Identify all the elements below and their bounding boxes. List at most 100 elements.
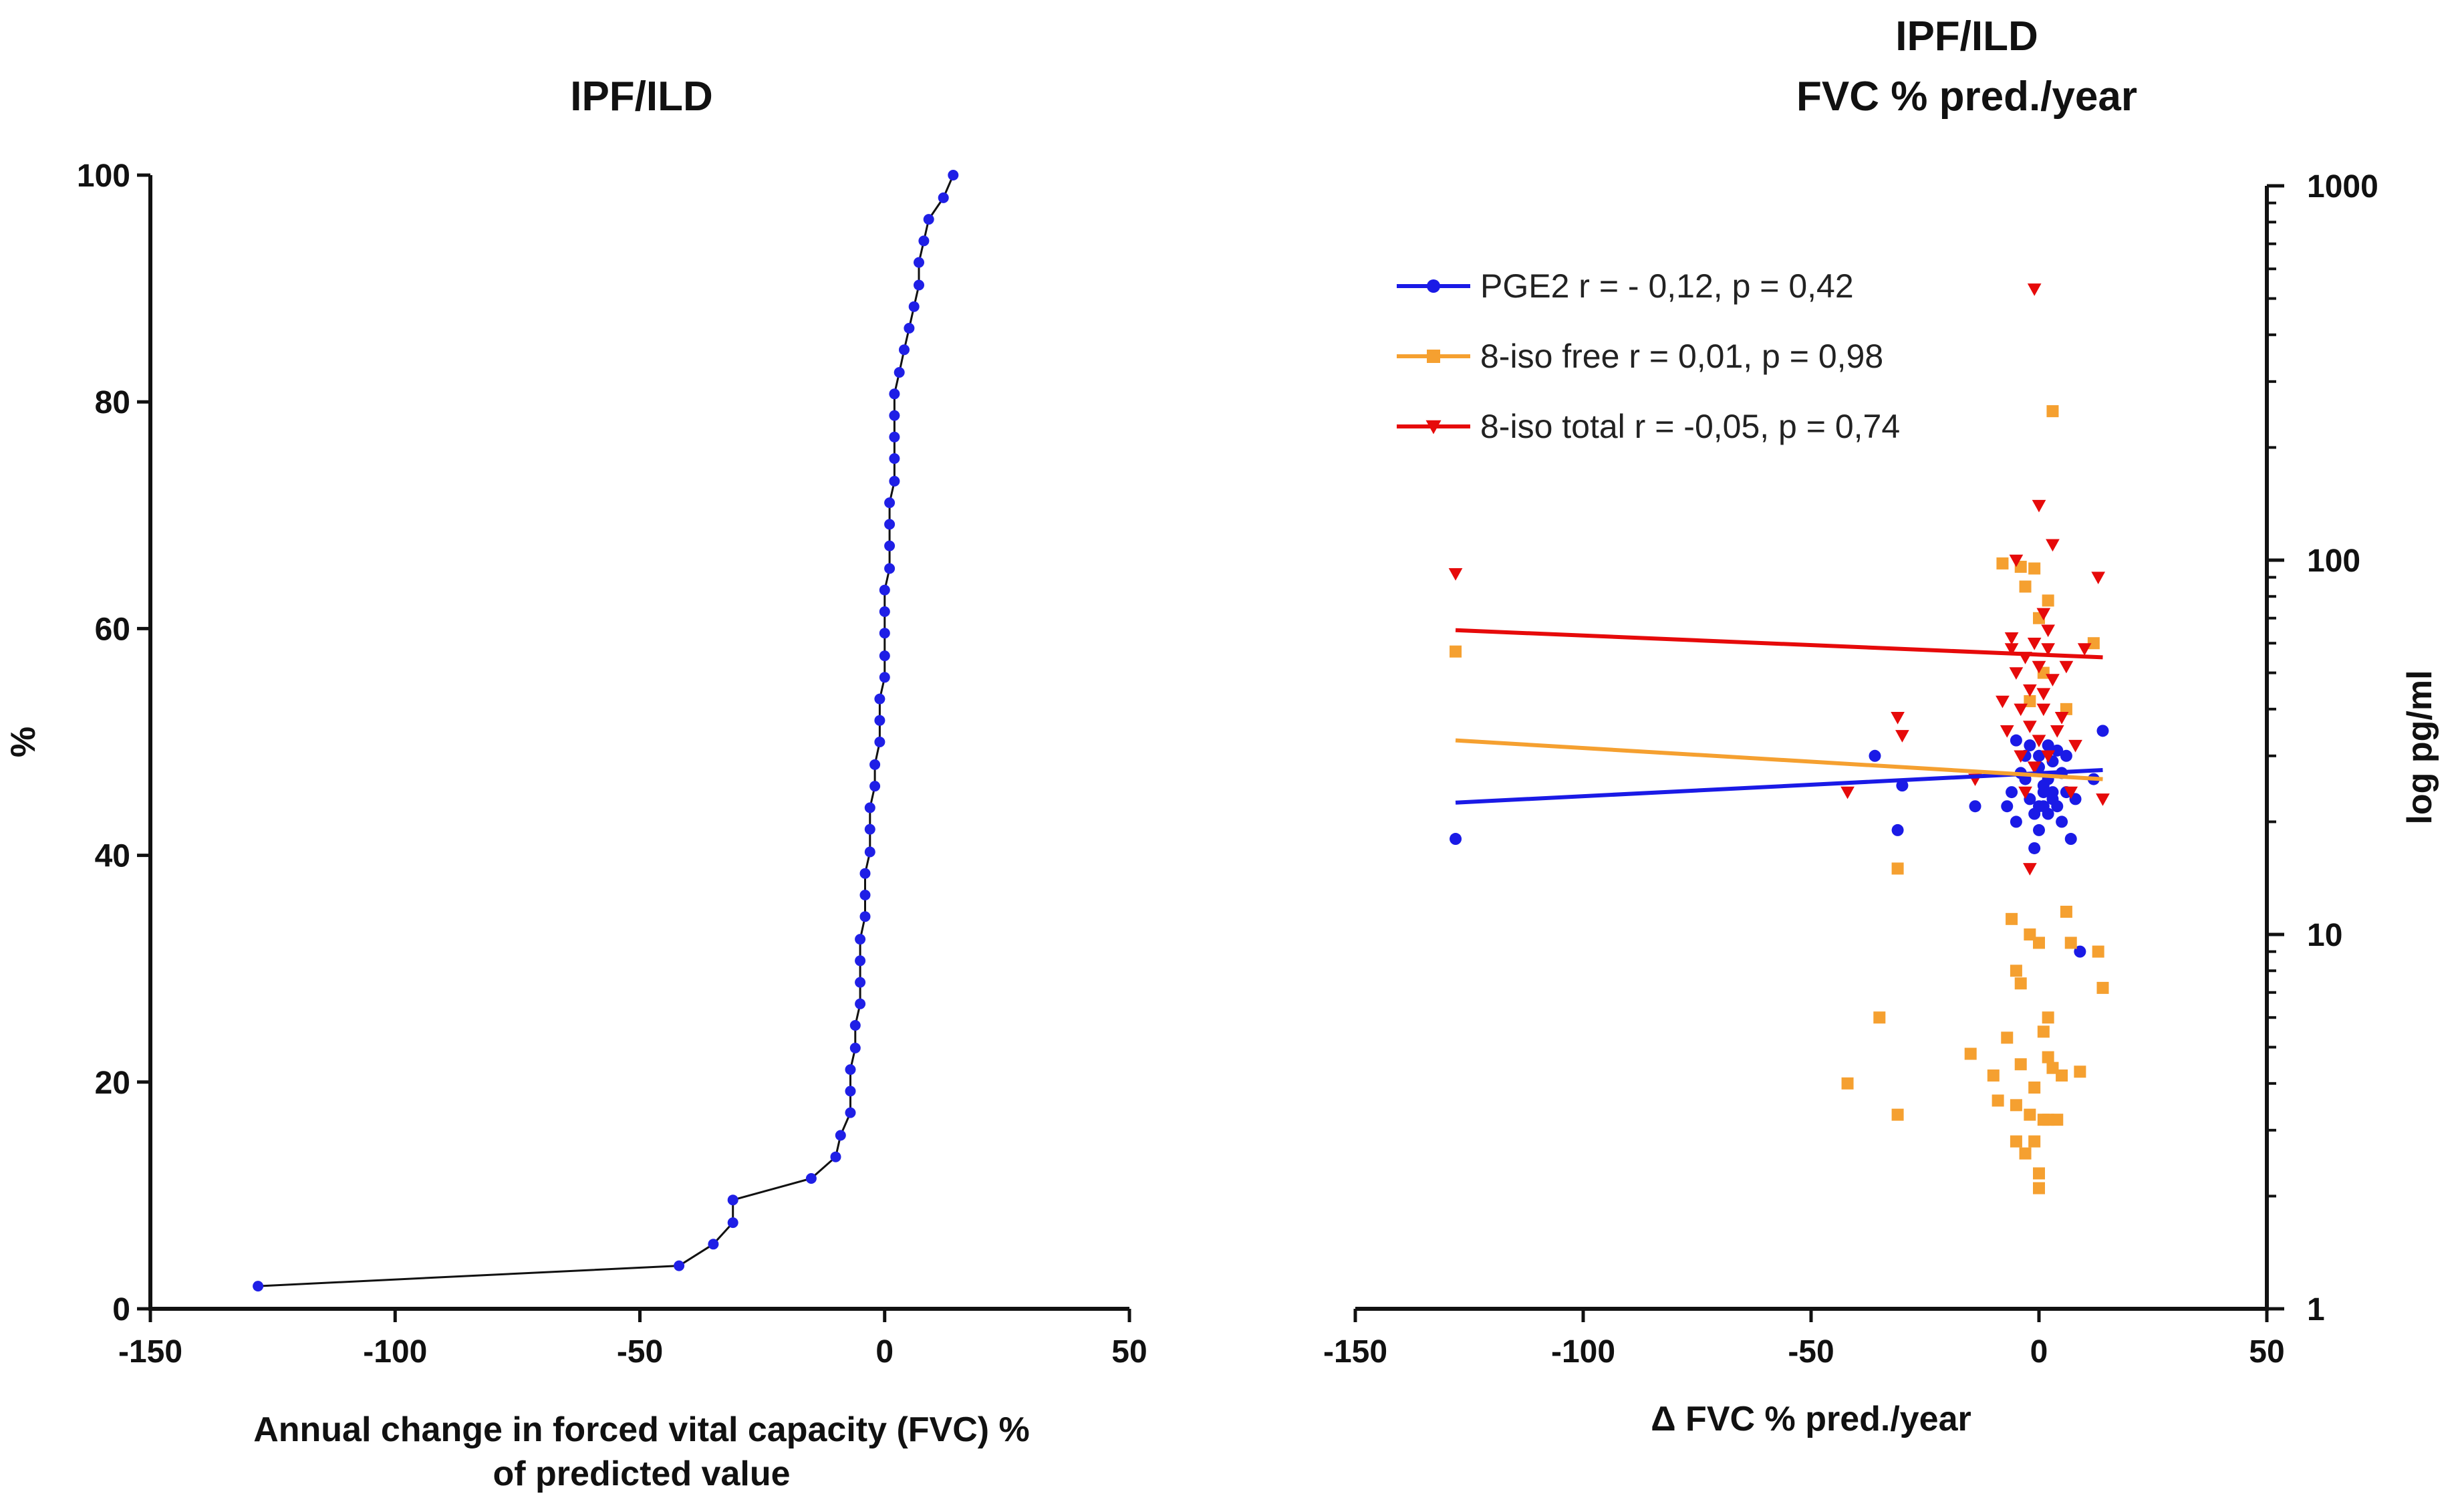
marker-triangle	[2032, 499, 2046, 513]
marker-triangle	[2027, 637, 2042, 650]
data-point	[879, 584, 890, 596]
left-x-tick-label: 50	[1111, 1334, 1147, 1370]
marker-square	[2024, 928, 2036, 940]
marker-circle	[2006, 786, 2018, 799]
data-point	[908, 301, 920, 312]
marker-triangle	[2032, 660, 2046, 674]
marker-circle	[2046, 786, 2059, 799]
marker-square	[2042, 1011, 2054, 1024]
marker-circle	[2051, 800, 2064, 813]
marker-circle	[2096, 725, 2109, 737]
marker-circle	[1869, 749, 1881, 762]
marker-square	[1891, 862, 1904, 875]
data-point	[918, 235, 930, 247]
marker-triangle	[2027, 761, 2042, 774]
left-x-axis-label-line1: Annual change in forced vital capacity (…	[253, 1410, 1030, 1449]
data-point	[830, 1151, 841, 1162]
data-point	[869, 781, 881, 792]
marker-square	[2096, 981, 2109, 994]
data-point	[884, 540, 896, 551]
data-point	[849, 1042, 861, 1053]
marker-square	[2087, 637, 2100, 650]
marker-triangle	[2077, 643, 2092, 656]
marker-circle	[1427, 279, 1440, 293]
data-point	[855, 934, 866, 945]
marker-square	[2028, 1135, 2041, 1148]
right-x-tick-label: -50	[1788, 1334, 1834, 1370]
marker-circle	[1450, 833, 1462, 846]
data-point	[855, 955, 866, 967]
data-point	[864, 802, 875, 813]
marker-triangle	[2041, 624, 2055, 638]
data-point	[859, 868, 871, 879]
marker-triangle	[1996, 695, 2010, 709]
data-point	[914, 257, 924, 268]
data-point	[864, 824, 875, 835]
data-point	[884, 563, 896, 574]
marker-triangle	[2059, 660, 2074, 674]
right-chart-title-line2: FVC % pred./year	[1796, 74, 2137, 120]
left-chart: IPF/ILD 0 20 40 60 80 100 -150 -100 -50 0 50 % An…	[4, 74, 1147, 1493]
data-point	[845, 1086, 856, 1097]
left-x-ticks: -150 -100 -50 0 50	[118, 1309, 1147, 1370]
left-y-ticks: 0 20 40 60 80 100	[77, 158, 150, 1328]
right-plot-area	[1448, 283, 2110, 1194]
data-point	[938, 192, 949, 203]
data-point	[889, 453, 900, 464]
marker-square	[2042, 594, 2054, 607]
regression-line-8-iso-free	[1455, 738, 2103, 781]
marker-triangle	[2054, 712, 2069, 725]
legend: PGE2 r = - 0,12, p = 0,42 8-iso free r = …	[1397, 267, 1900, 445]
data-point	[845, 1064, 856, 1076]
right-x-axis-label: Δ FVC % pred./year	[1651, 1400, 1971, 1438]
marker-circle	[2033, 824, 2045, 836]
marker-square	[2046, 405, 2059, 418]
marker-square	[2046, 1061, 2059, 1074]
marker-triangle	[1891, 712, 1905, 725]
data-point	[864, 846, 875, 858]
right-y-tick-label: 100	[2307, 543, 2360, 579]
marker-square	[2010, 1099, 2022, 1112]
right-chart-title-line1: IPF/ILD	[1895, 13, 2038, 59]
marker-circle	[2033, 749, 2045, 762]
marker-triangle	[2018, 786, 2032, 799]
left-y-tick-label: 60	[95, 612, 130, 647]
marker-square	[2051, 1114, 2064, 1126]
marker-square	[2060, 906, 2072, 918]
legend-item: 8-iso total r = -0,05, p = 0,74	[1397, 408, 1900, 445]
marker-square	[2074, 1065, 2086, 1078]
marker-square	[2019, 1147, 2032, 1160]
data-point	[889, 410, 900, 421]
data-point	[674, 1260, 685, 1271]
regression-line-8-iso-total	[1455, 628, 2103, 660]
marker-square	[2001, 1031, 2014, 1044]
right-x-tick-label: -100	[1551, 1334, 1615, 1370]
left-plot-area	[253, 170, 959, 1292]
marker-triangle	[1448, 568, 1463, 581]
marker-triangle	[2036, 688, 2051, 701]
marker-square	[2037, 1025, 2050, 1038]
marker-circle	[2042, 739, 2054, 752]
data-point	[849, 1020, 861, 1031]
marker-triangle	[2014, 703, 2028, 717]
marker-square	[1873, 1011, 1886, 1024]
marker-triangle	[2004, 632, 2019, 645]
marker-square	[2092, 945, 2104, 958]
marker-square	[2042, 1051, 2054, 1063]
marker-square	[2042, 1114, 2054, 1126]
legend-item: PGE2 r = - 0,12, p = 0,42	[1397, 267, 1854, 305]
marker-circle	[2028, 842, 2041, 854]
left-x-axis-label-line2: of predicted value	[493, 1455, 791, 1493]
right-y-axis-label: log pg/ml	[2401, 670, 2439, 824]
legend-label: 8-iso total r = -0,05, p = 0,74	[1480, 408, 1900, 445]
data-point	[894, 367, 905, 378]
marker-triangle	[2009, 554, 2024, 568]
marker-square	[2033, 1182, 2045, 1194]
data-point	[879, 628, 890, 639]
left-y-tick-label: 80	[95, 385, 130, 420]
marker-square	[1992, 1094, 2004, 1107]
marker-circle	[2056, 815, 2068, 828]
marker-square	[1891, 1108, 1904, 1121]
right-y-tick-label: 1	[2307, 1292, 2325, 1328]
right-y-ticks: 1 10 100 1000	[2267, 169, 2378, 1328]
